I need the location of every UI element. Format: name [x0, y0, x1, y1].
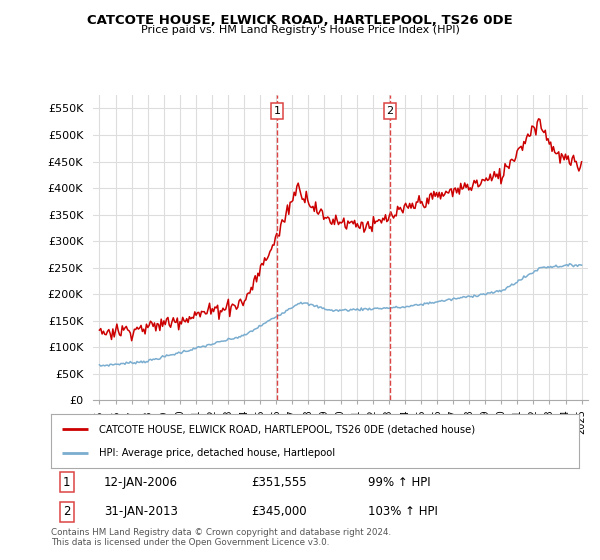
Text: 99% ↑ HPI: 99% ↑ HPI — [368, 475, 430, 489]
Text: 12-JAN-2006: 12-JAN-2006 — [104, 475, 178, 489]
Text: 1: 1 — [274, 106, 280, 116]
Text: Contains HM Land Registry data © Crown copyright and database right 2024.
This d: Contains HM Land Registry data © Crown c… — [51, 528, 391, 548]
Text: £351,555: £351,555 — [251, 475, 307, 489]
Text: £345,000: £345,000 — [251, 505, 307, 519]
Text: 1: 1 — [63, 475, 71, 489]
Text: HPI: Average price, detached house, Hartlepool: HPI: Average price, detached house, Hart… — [98, 447, 335, 458]
Text: 103% ↑ HPI: 103% ↑ HPI — [368, 505, 437, 519]
Text: CATCOTE HOUSE, ELWICK ROAD, HARTLEPOOL, TS26 0DE (detached house): CATCOTE HOUSE, ELWICK ROAD, HARTLEPOOL, … — [98, 424, 475, 435]
Text: CATCOTE HOUSE, ELWICK ROAD, HARTLEPOOL, TS26 0DE: CATCOTE HOUSE, ELWICK ROAD, HARTLEPOOL, … — [87, 14, 513, 27]
Text: 2: 2 — [386, 106, 394, 116]
Text: 2: 2 — [63, 505, 71, 519]
Text: 31-JAN-2013: 31-JAN-2013 — [104, 505, 178, 519]
Text: Price paid vs. HM Land Registry's House Price Index (HPI): Price paid vs. HM Land Registry's House … — [140, 25, 460, 35]
